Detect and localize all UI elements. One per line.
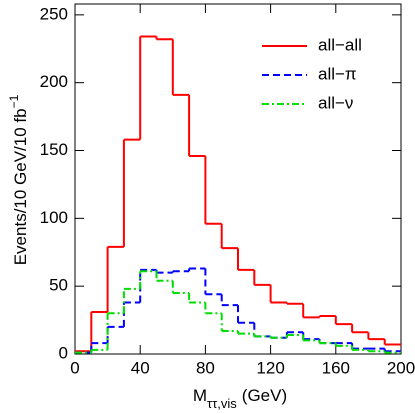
y-tick-label: 50 [49,276,68,295]
y-axis-label-main: Events/10 GeV/10 fb [11,108,30,265]
y-tick-label: 100 [40,208,68,227]
y-axis-label-sup: −1 [7,94,21,108]
x-axis-label-main: M [193,386,207,405]
y-tick-label: 0 [59,343,68,362]
x-tick-label: 200 [387,358,415,377]
legend-label: all−ν [318,93,353,112]
x-tick-label: 160 [322,358,350,377]
x-axis-label-unit: (GeV) [242,386,287,405]
plot-frame [74,3,402,355]
x-tick-label: 80 [196,358,215,377]
legend-label: all−π [318,64,357,83]
x-tick-label: 120 [256,358,284,377]
x-axis-label: Mττ,vis (GeV) [193,386,287,411]
legend-label: all−all [318,35,362,54]
y-tick-label: 150 [40,140,68,159]
x-axis-label-sub: ττ,vis [207,396,237,411]
y-tick-label: 250 [40,4,68,23]
x-tick-label: 40 [131,358,150,377]
y-tick-label: 200 [40,72,68,91]
x-tick-label: 0 [70,358,79,377]
y-axis-label: Events/10 GeV/10 fb−1 [7,94,30,265]
